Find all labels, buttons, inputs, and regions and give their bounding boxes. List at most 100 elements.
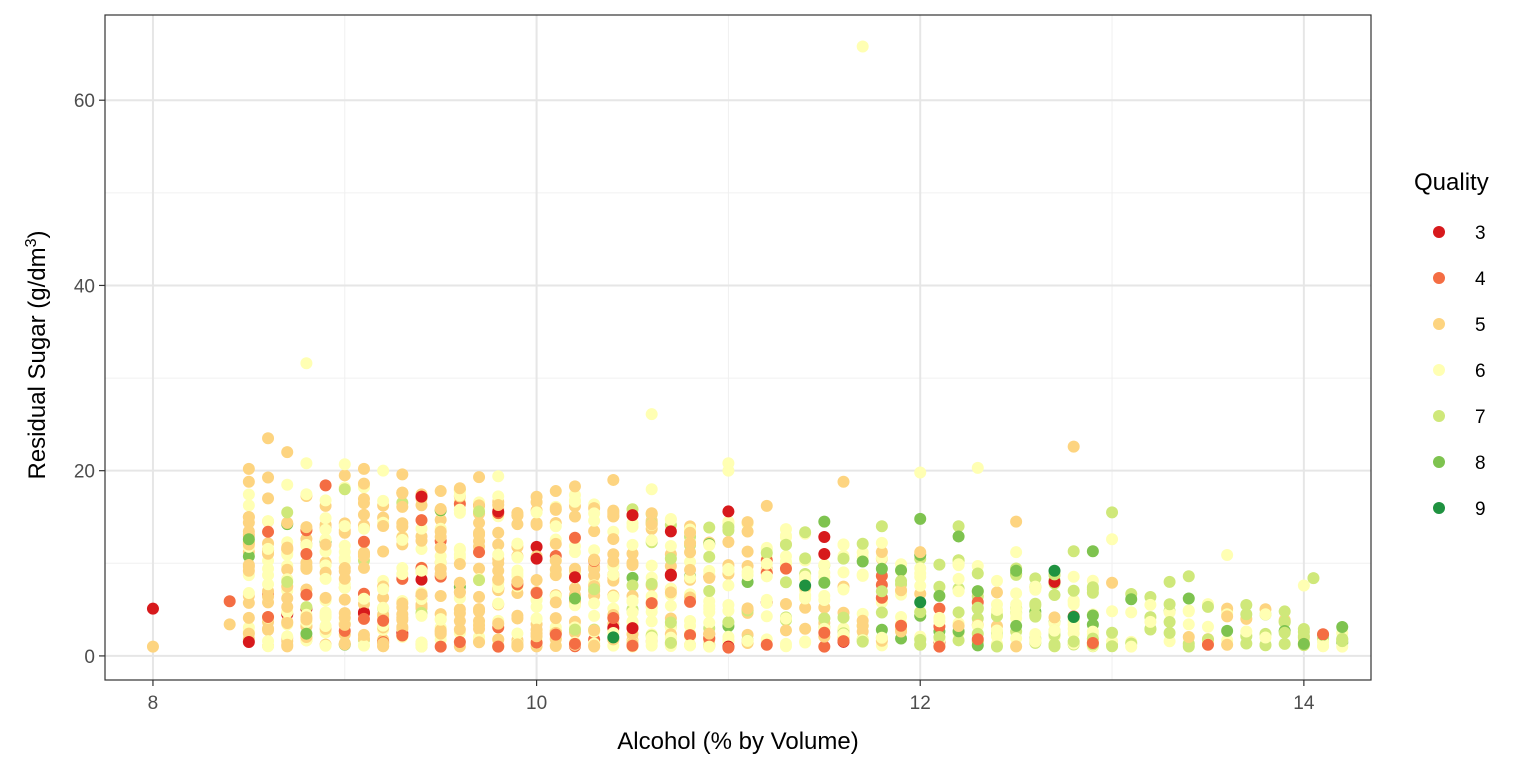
background-point (1240, 598, 1253, 611)
background-point (568, 495, 581, 508)
data-point (933, 640, 946, 653)
background-point (396, 597, 409, 610)
background-point (1278, 605, 1291, 618)
data-point (722, 535, 735, 548)
background-point (396, 500, 409, 513)
data-point (1067, 440, 1080, 453)
background-point (492, 617, 505, 630)
data-point (242, 533, 255, 546)
data-point (645, 597, 658, 610)
background-point (933, 631, 946, 644)
background-point (415, 588, 428, 601)
background-point (1182, 640, 1195, 653)
background-point (377, 601, 390, 614)
background-point (453, 503, 466, 516)
background-point (262, 471, 275, 484)
data-point (607, 631, 620, 644)
background-point (1144, 615, 1157, 628)
background-point (760, 546, 773, 559)
background-point (1317, 628, 1330, 641)
background-point (664, 540, 677, 553)
background-point (645, 559, 658, 572)
background-point (837, 611, 850, 624)
data-point (1086, 545, 1099, 558)
background-point (377, 494, 390, 507)
data-point (914, 546, 927, 559)
background-point (242, 627, 255, 640)
background-point (473, 574, 486, 587)
background-point (377, 583, 390, 596)
data-point (914, 596, 927, 609)
data-point (262, 432, 275, 445)
background-point (1048, 624, 1061, 637)
background-point (741, 602, 754, 615)
background-point (760, 557, 773, 570)
background-point (875, 585, 888, 598)
background-point (645, 534, 658, 547)
data-point (338, 483, 351, 496)
background-point (453, 623, 466, 636)
background-point (338, 611, 351, 624)
data-point (434, 485, 447, 498)
x-tick-label: 14 (1293, 693, 1315, 714)
background-point (511, 640, 524, 653)
background-point (1278, 616, 1291, 629)
background-point (319, 479, 332, 492)
background-point (703, 584, 716, 597)
background-point (684, 639, 697, 652)
legend-label: 6 (1475, 361, 1486, 382)
background-point (779, 612, 792, 625)
background-point (914, 570, 927, 583)
background-point (952, 585, 965, 598)
data-point (722, 464, 735, 477)
background-point (703, 616, 716, 629)
background-point (281, 478, 294, 491)
data-point (837, 475, 850, 488)
data-point (971, 461, 984, 474)
background-point (933, 580, 946, 593)
background-point (319, 512, 332, 525)
background-point (1010, 640, 1023, 653)
background-point (664, 568, 677, 581)
background-point (684, 615, 697, 628)
background-point (933, 589, 946, 602)
background-point (741, 525, 754, 538)
data-point (645, 483, 658, 496)
data-point (626, 509, 639, 522)
background-point (626, 606, 639, 619)
data-point (1307, 572, 1320, 585)
background-point (319, 538, 332, 551)
background-point (434, 503, 447, 516)
background-point (357, 508, 370, 521)
data-point (338, 469, 351, 482)
background-point (262, 635, 275, 648)
data-point (1201, 638, 1214, 651)
data-point (396, 468, 409, 481)
legend-key (1433, 226, 1445, 238)
legend-label: 4 (1475, 269, 1486, 290)
background-point (396, 562, 409, 575)
background-point (300, 613, 313, 626)
background-point (856, 537, 869, 550)
background-point (626, 579, 639, 592)
data-point (300, 588, 313, 601)
background-point (262, 515, 275, 528)
data-point (473, 505, 486, 518)
data-point (1106, 533, 1119, 546)
background-point (799, 622, 812, 635)
background-point (549, 502, 562, 515)
data-point (1106, 506, 1119, 519)
data-point (818, 626, 831, 639)
data-point (396, 629, 409, 642)
background-point (434, 513, 447, 526)
data-point (1163, 575, 1176, 588)
background-point (856, 619, 869, 632)
background-point (588, 525, 601, 538)
background-point (1125, 606, 1138, 619)
background-point (415, 543, 428, 556)
data-point (262, 525, 275, 538)
background-point (684, 629, 697, 642)
background-point (511, 551, 524, 564)
background-point (914, 606, 927, 619)
